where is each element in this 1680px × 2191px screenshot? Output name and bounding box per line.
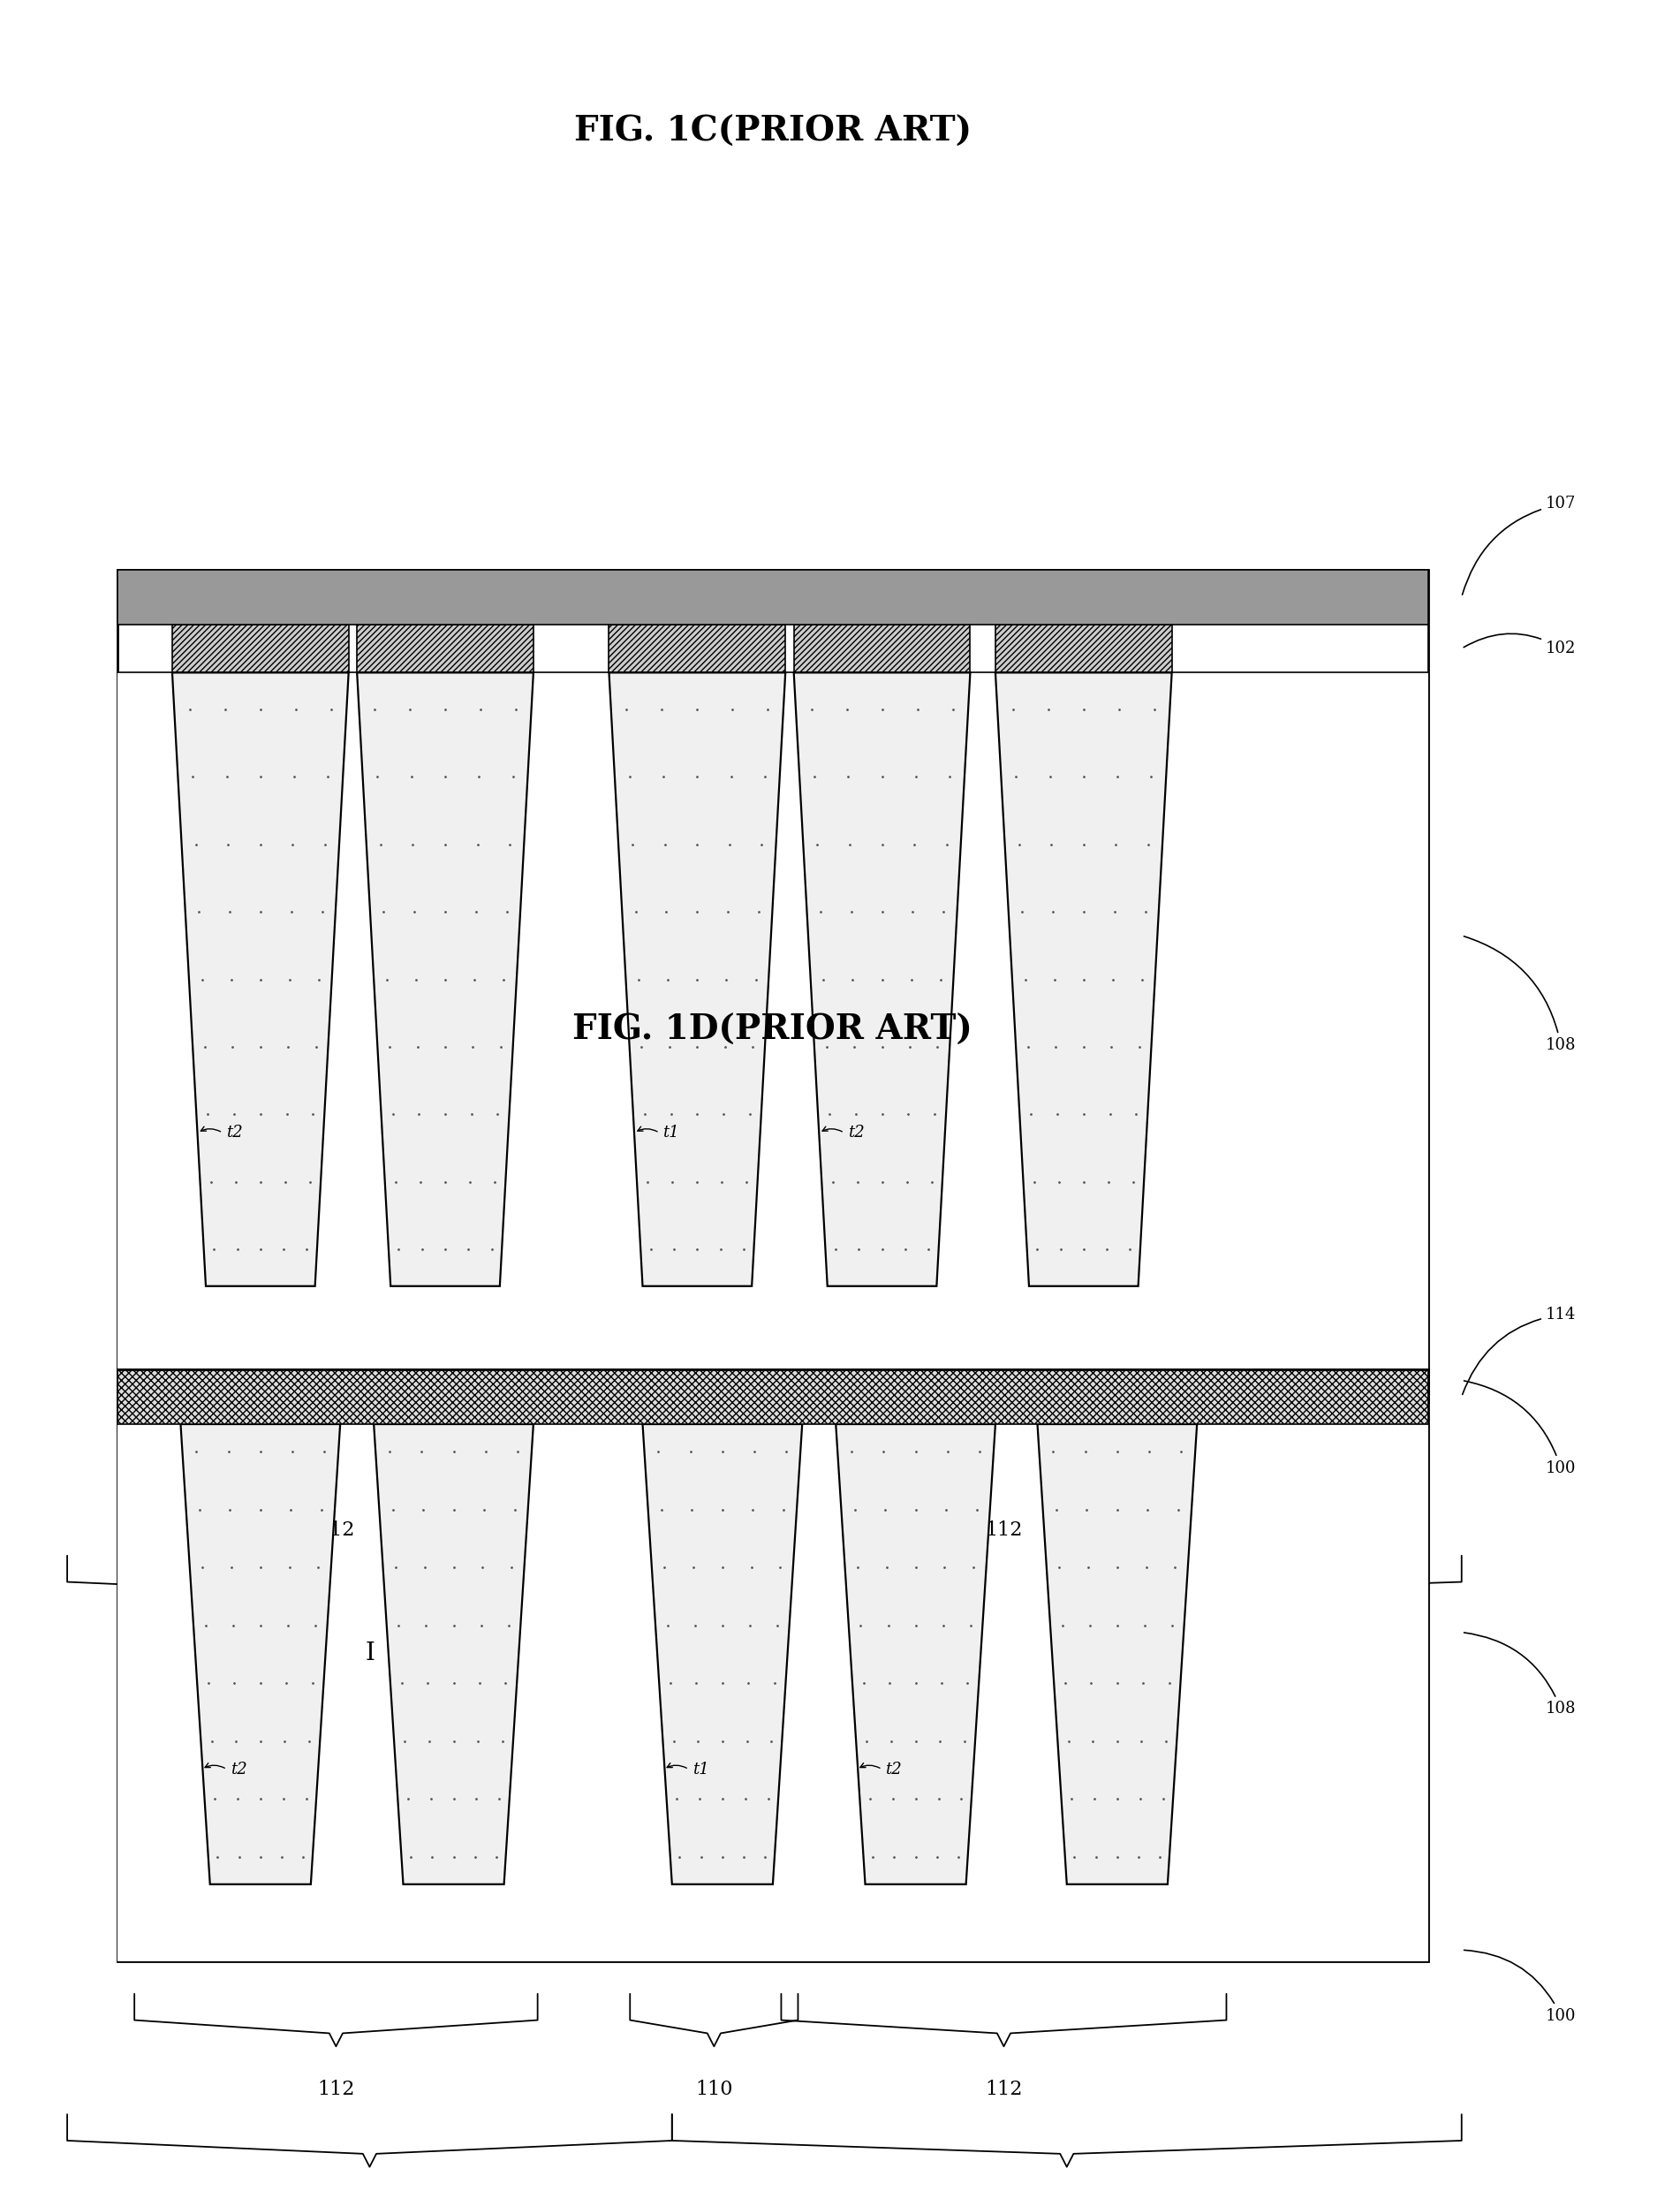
Bar bbox=[118, 1424, 1428, 1961]
Text: 112: 112 bbox=[318, 2079, 354, 2099]
Bar bbox=[118, 570, 1428, 1402]
Text: 112: 112 bbox=[984, 1521, 1023, 1540]
Polygon shape bbox=[642, 1424, 801, 1884]
Bar bbox=[118, 1369, 1428, 1961]
Text: 108: 108 bbox=[1463, 1632, 1576, 1718]
Bar bbox=[173, 624, 349, 673]
Text: FIG. 1D(PRIOR ART): FIG. 1D(PRIOR ART) bbox=[573, 1012, 973, 1047]
Bar bbox=[358, 624, 534, 673]
Bar bbox=[795, 624, 971, 673]
Text: FIG. 1C(PRIOR ART): FIG. 1C(PRIOR ART) bbox=[575, 114, 971, 149]
Bar bbox=[118, 673, 1428, 1402]
Text: II: II bbox=[1057, 1641, 1077, 1665]
Bar bbox=[118, 1369, 1428, 1424]
Text: 110: 110 bbox=[679, 1521, 716, 1540]
Text: 114: 114 bbox=[1462, 1306, 1576, 1393]
Text: 112: 112 bbox=[984, 2079, 1023, 2099]
Text: t2: t2 bbox=[848, 1124, 864, 1142]
Text: 102: 102 bbox=[1463, 633, 1576, 657]
Polygon shape bbox=[995, 673, 1173, 1286]
Polygon shape bbox=[358, 673, 534, 1286]
Bar bbox=[995, 624, 1173, 673]
Text: t2: t2 bbox=[230, 1762, 247, 1777]
Text: 107: 107 bbox=[1462, 495, 1576, 594]
Polygon shape bbox=[795, 673, 971, 1286]
Polygon shape bbox=[1038, 1424, 1196, 1884]
Text: t1: t1 bbox=[692, 1762, 709, 1777]
Text: 108: 108 bbox=[1463, 936, 1576, 1054]
Text: 112: 112 bbox=[318, 1521, 354, 1540]
Bar bbox=[118, 570, 1428, 624]
Text: t1: t1 bbox=[662, 1124, 679, 1142]
Text: I: I bbox=[365, 1641, 375, 1665]
Polygon shape bbox=[375, 1424, 534, 1884]
Text: 100: 100 bbox=[1463, 1950, 1576, 2024]
Polygon shape bbox=[181, 1424, 339, 1884]
Text: 110: 110 bbox=[696, 2079, 732, 2099]
Polygon shape bbox=[837, 1424, 995, 1884]
Bar bbox=[608, 624, 785, 673]
Polygon shape bbox=[173, 673, 348, 1286]
Text: t2: t2 bbox=[225, 1124, 242, 1142]
Text: 100: 100 bbox=[1463, 1380, 1576, 1477]
Text: t2: t2 bbox=[885, 1762, 902, 1777]
Polygon shape bbox=[608, 673, 785, 1286]
